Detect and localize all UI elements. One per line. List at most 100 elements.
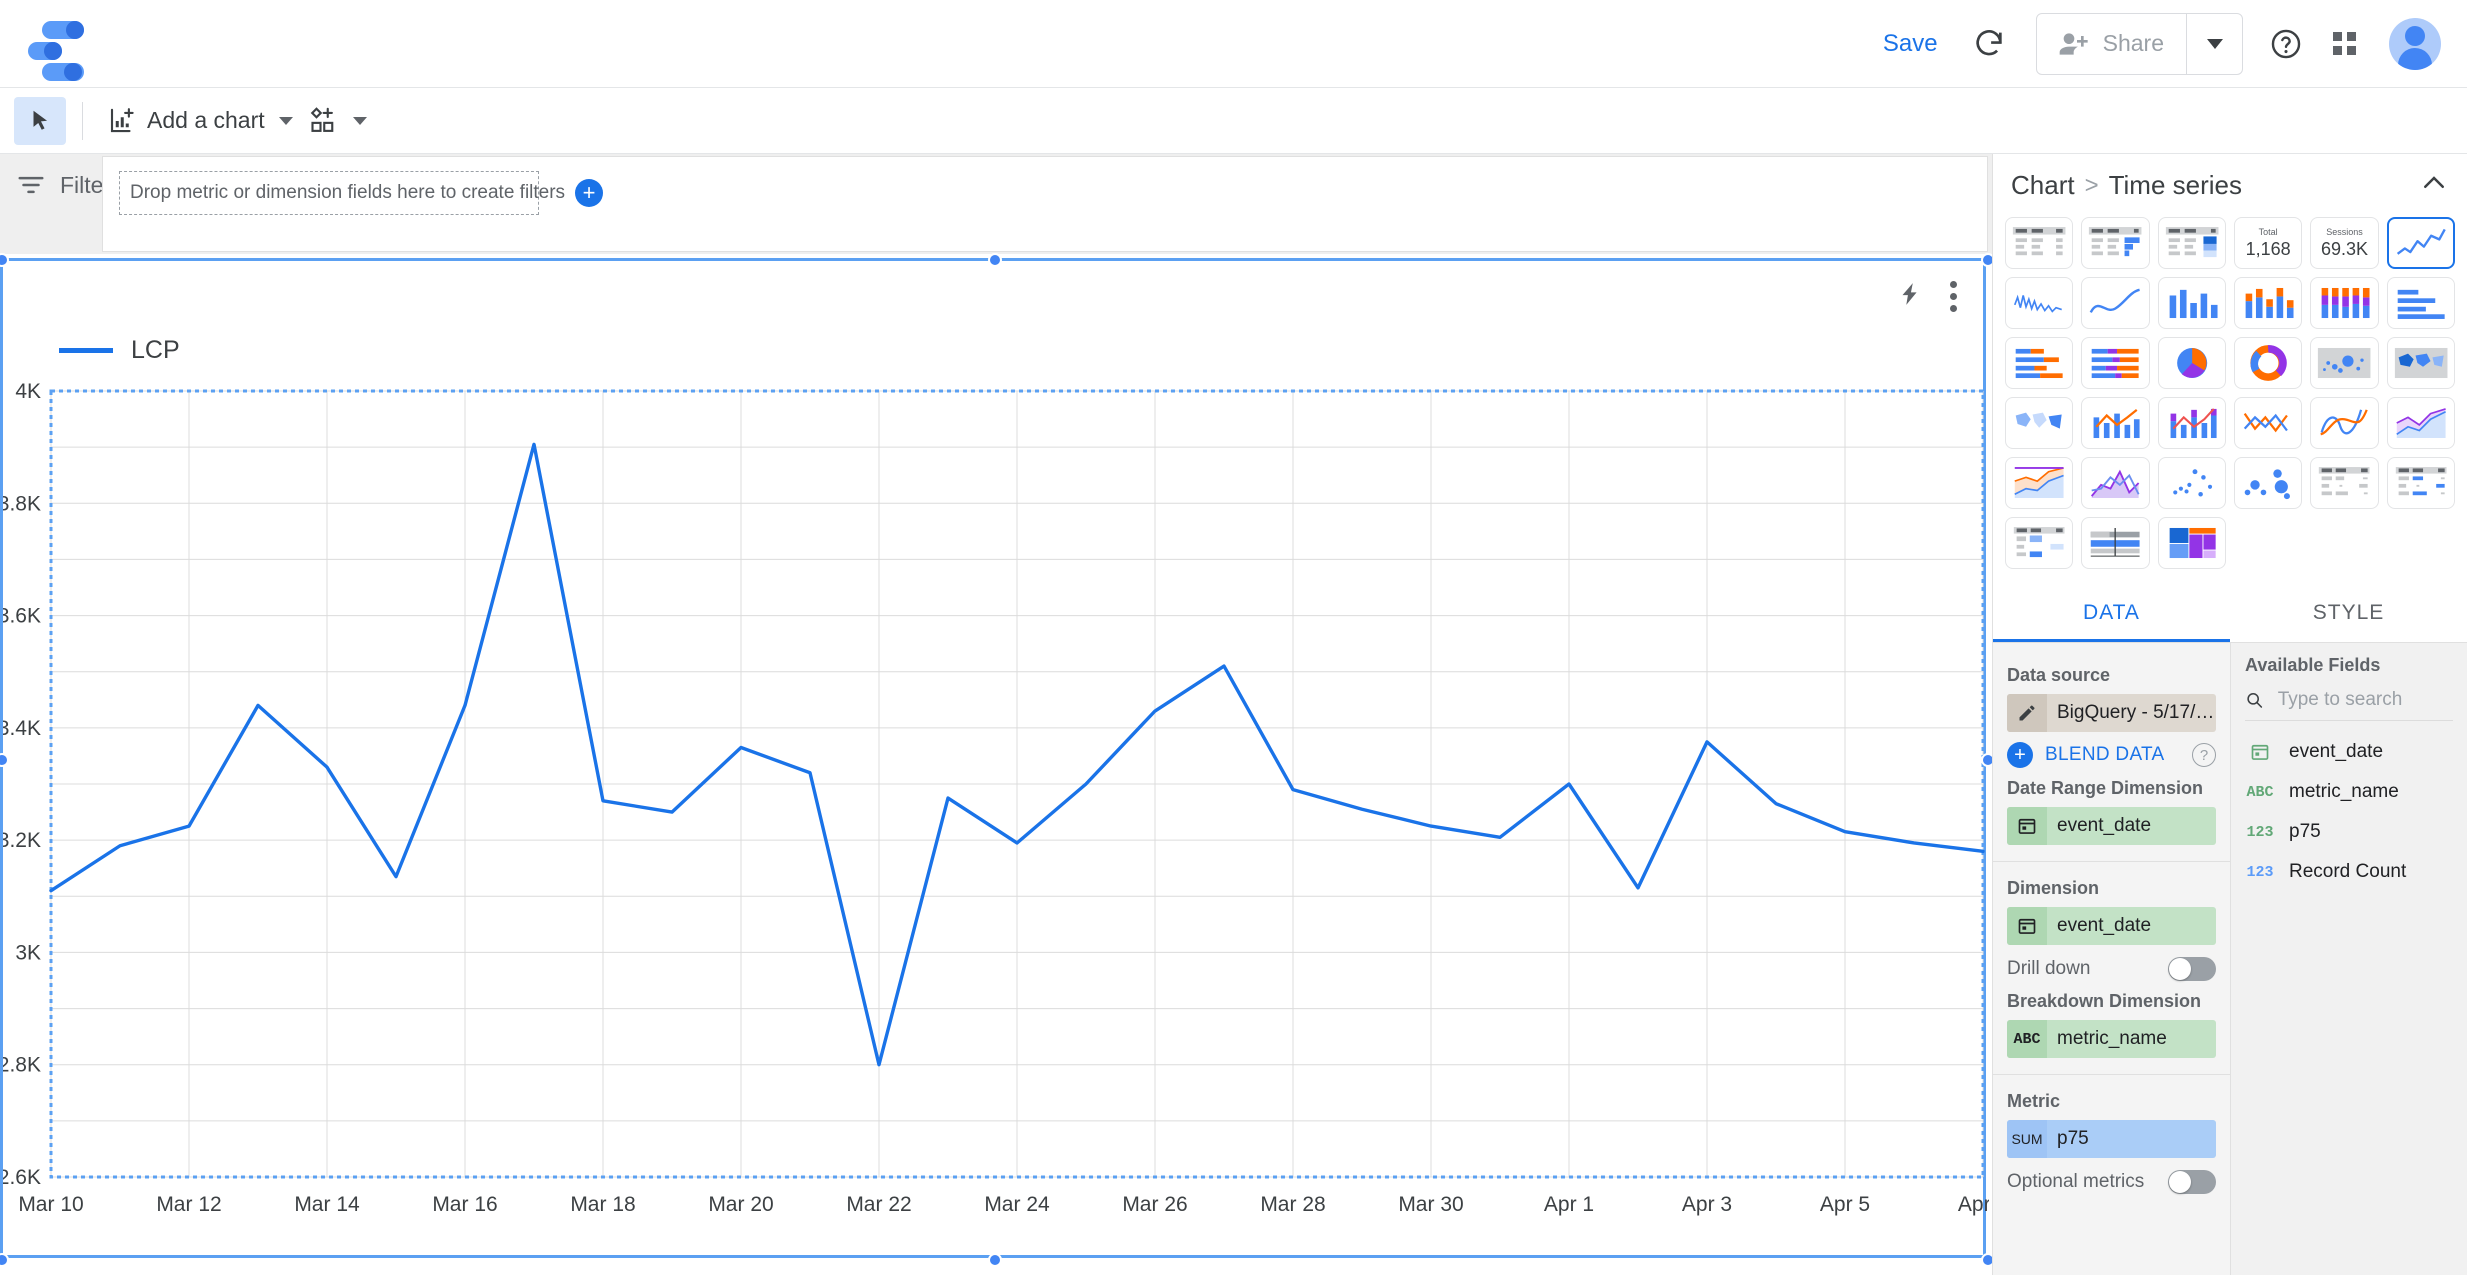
chart-type-column[interactable]: [2157, 277, 2226, 329]
date-range-dimension-label: Date Range Dimension: [2007, 778, 2204, 798]
chart-type-bubble[interactable]: [2234, 457, 2303, 509]
drill-down-toggle[interactable]: [2168, 957, 2216, 981]
scorecard-sessions-label: Sessions: [2326, 227, 2363, 237]
date-range-dimension-chip[interactable]: event_date: [2007, 807, 2216, 845]
chart-type-bubble-map[interactable]: [2310, 337, 2379, 389]
chart-type-stacked-area[interactable]: [2005, 457, 2074, 509]
blend-data-label[interactable]: BLEND DATA: [2045, 744, 2165, 765]
sum-aggregation-icon[interactable]: SUM: [2007, 1120, 2047, 1158]
filter-drop-panel[interactable]: Drop metric or dimension fields here to …: [102, 156, 1988, 252]
chart-type-100-stacked-bar[interactable]: [2081, 337, 2150, 389]
optional-metrics-row[interactable]: Optional metrics: [2007, 1170, 2216, 1194]
breadcrumb-root[interactable]: Chart: [2011, 170, 2075, 200]
lightning-bolt-icon[interactable]: [1896, 279, 1922, 314]
plus-icon[interactable]: +: [2007, 742, 2033, 768]
chart-type-scorecard-total[interactable]: Total 1,168: [2234, 217, 2303, 269]
handle-top-left[interactable]: [0, 253, 9, 267]
chart-type-overlay-area[interactable]: [2081, 457, 2150, 509]
field-search-input[interactable]: [2275, 688, 2453, 712]
dimension-field: event_date: [2057, 915, 2152, 936]
chart-type-sparkline[interactable]: [2005, 277, 2074, 329]
add-chart-icon: [110, 107, 134, 132]
chart-type-stacked-bar[interactable]: [2005, 337, 2074, 389]
optional-metrics-toggle[interactable]: [2168, 1170, 2216, 1194]
field-row-event-date[interactable]: event_date: [2245, 735, 2453, 769]
field-row-p75[interactable]: 123 p75: [2245, 815, 2453, 849]
svg-text:Apr 7: Apr 7: [1958, 1193, 1989, 1216]
report-canvas[interactable]: LCP 2.6K 2.8K 3K 3.2K 3.4K 3.6K 3.8K 4K Mar 10 Ma…: [0, 253, 1995, 1275]
panel-tabs[interactable]: DATA STYLE: [1993, 585, 2467, 643]
data-source-chip[interactable]: BigQuery - 5/17/2...: [2007, 694, 2216, 732]
handle-middle-left[interactable]: [0, 753, 9, 767]
more-vert-icon[interactable]: [1946, 277, 1961, 316]
save-button[interactable]: Save: [1861, 20, 1960, 68]
chart-type-multi-line[interactable]: [2234, 397, 2303, 449]
pencil-icon[interactable]: [2007, 694, 2047, 732]
user-avatar[interactable]: [2389, 17, 2441, 70]
tab-data[interactable]: DATA: [1993, 585, 2230, 642]
chart-type-bar[interactable]: [2386, 277, 2455, 329]
filter-drop-zone[interactable]: Drop metric or dimension fields here to …: [119, 171, 604, 215]
blend-data-row[interactable]: + BLEND DATA ?: [2007, 742, 2216, 768]
cursor-select-icon[interactable]: [14, 96, 66, 145]
field-row-metric-name[interactable]: ABC metric_name: [2245, 775, 2453, 809]
chart-type-scatter[interactable]: [2157, 457, 2226, 509]
breakdown-dimension-field: metric_name: [2057, 1028, 2167, 1049]
field-search-row[interactable]: [2245, 684, 2453, 721]
chart-type-smoothed-line[interactable]: [2081, 277, 2150, 329]
add-a-chart-button[interactable]: Add a chart: [99, 100, 301, 142]
svg-text:Mar 26: Mar 26: [1122, 1193, 1187, 1216]
share-button[interactable]: Share: [2037, 14, 2186, 74]
dimension-chip[interactable]: event_date: [2007, 907, 2216, 945]
apps-grid-icon[interactable]: [2315, 15, 2373, 73]
chevron-down-icon[interactable]: [352, 116, 367, 125]
help-circle-icon[interactable]: ?: [2192, 743, 2216, 767]
chevron-down-icon[interactable]: [278, 116, 293, 125]
plus-icon[interactable]: +: [575, 179, 604, 207]
chart-type-curved-line[interactable]: [2310, 397, 2379, 449]
chart-type-table-heatmap[interactable]: [2157, 217, 2226, 269]
chart-type-area[interactable]: [2386, 397, 2455, 449]
handle-top-center[interactable]: [988, 253, 1002, 267]
chart-type-stacked-column[interactable]: [2234, 277, 2303, 329]
add-a-control-button[interactable]: [301, 100, 375, 142]
chart-type-filled-map[interactable]: [2386, 337, 2455, 389]
field-type-badge: 123: [2246, 823, 2274, 841]
breakdown-dimension-chip[interactable]: ABC metric_name: [2007, 1020, 2216, 1058]
chart-type-donut[interactable]: [2234, 337, 2303, 389]
chart-type-picker[interactable]: Total 1,168 Sessions 69.3K: [1993, 209, 2467, 579]
chart-type-pivot-table-bar[interactable]: [2386, 457, 2455, 509]
available-fields-title: Available Fields: [2245, 655, 2381, 675]
chart-type-pivot-heatmap[interactable]: [2005, 517, 2074, 569]
chart-type-time-series[interactable]: [2386, 217, 2455, 269]
chevron-up-icon[interactable]: [2419, 168, 2449, 203]
share-dropdown-caret[interactable]: [2186, 13, 2242, 74]
chart-type-treemap[interactable]: [2157, 517, 2226, 569]
svg-text:Mar 28: Mar 28: [1260, 1193, 1325, 1216]
refresh-icon[interactable]: [1960, 15, 2018, 73]
breadcrumb-separator: >: [2084, 171, 2099, 199]
field-row-record-count[interactable]: 123 Record Count: [2245, 855, 2453, 889]
chart-type-geo-map[interactable]: [2005, 397, 2074, 449]
scorecard-total-label: Total: [2258, 227, 2278, 237]
chart-type-pivot-table[interactable]: [2310, 457, 2379, 509]
chart-type-bullet[interactable]: [2081, 517, 2150, 569]
chart-type-table[interactable]: [2005, 217, 2074, 269]
chart-type-table-bar[interactable]: [2081, 217, 2150, 269]
handle-bottom-left[interactable]: [0, 1253, 9, 1267]
handle-bottom-center[interactable]: [988, 1253, 1002, 1267]
metric-chip[interactable]: SUM p75: [2007, 1120, 2216, 1158]
looker-studio-logo[interactable]: [28, 16, 84, 81]
scorecard-sessions-value: 69.3K: [2320, 239, 2369, 259]
chart-type-combo[interactable]: [2081, 397, 2150, 449]
chart-type-100-stacked-column[interactable]: [2310, 277, 2379, 329]
tab-style[interactable]: STYLE: [2312, 601, 2385, 624]
chart-type-combo-stacked[interactable]: [2157, 397, 2226, 449]
chart-type-scorecard-sessions[interactable]: Sessions 69.3K: [2310, 217, 2379, 269]
svg-text:Mar 20: Mar 20: [708, 1193, 773, 1216]
time-series-chart[interactable]: LCP 2.6K 2.8K 3K 3.2K 3.4K 3.6K 3.8K 4K Mar 10 Ma…: [0, 253, 1995, 1267]
share-button-group[interactable]: Share: [2035, 12, 2243, 75]
drill-down-row[interactable]: Drill down: [2007, 957, 2216, 981]
chart-type-pie[interactable]: [2157, 337, 2226, 389]
help-icon[interactable]: [2257, 15, 2315, 73]
